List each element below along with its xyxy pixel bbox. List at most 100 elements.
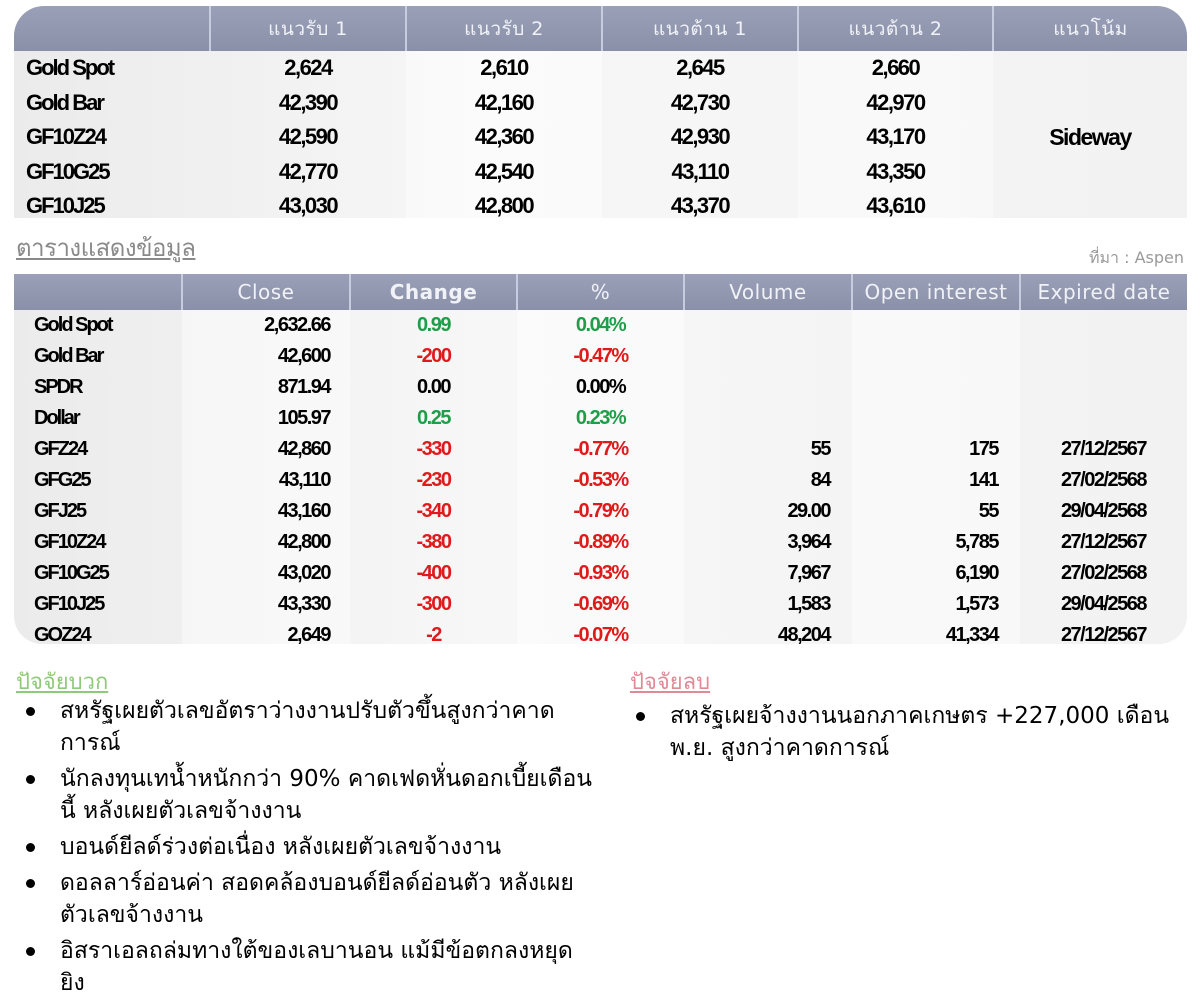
bullet-icon: [26, 775, 35, 784]
expired-date-value: [1020, 310, 1187, 341]
close-value: 2,649: [182, 620, 350, 644]
data-header-row: Close Change % Volume Open interest Expi…: [14, 274, 1187, 310]
close-value: 43,160: [182, 496, 350, 527]
pivot-header-row: แนวรับ 1 แนวรับ 2 แนวต้าน 1 แนวต้าน 2 แน…: [14, 6, 1187, 51]
positive-factor-item: อิสราเอลถล่มทางใต้ของเลบานอน แม้มีข้อตกล…: [22, 935, 592, 999]
positive-factor-item: ดอลลาร์อ่อนค่า สอดคล้องบอนด์ยีลด์อ่อนตัว…: [22, 867, 592, 931]
volume-value: 84: [810, 469, 832, 491]
resistance2-value: 42,970: [798, 85, 993, 120]
instrument-name: GF10G25: [34, 562, 110, 584]
bullet-icon: [26, 879, 35, 888]
instrument-name: GFG25: [34, 469, 92, 491]
instrument-name: GOZ24: [34, 624, 92, 644]
positive-factor-item-text: นักลงทุนเทน้ำหนักกว่า 90% คาดเฟดหั่นดอกเ…: [60, 766, 592, 824]
positive-factors-title: ปัจจัยบวก: [16, 670, 109, 695]
bullet-icon: [636, 712, 645, 721]
percent-change-value: -0.77%: [517, 434, 684, 465]
expired-date-value: [1020, 341, 1187, 372]
resistance1-value: 43,110: [671, 158, 730, 184]
open-interest-value: 141: [852, 465, 1020, 496]
percent-change-value: -0.89%: [517, 527, 684, 558]
bullet-icon: [26, 843, 35, 852]
percent-change-value: -0.79%: [517, 496, 684, 527]
positive-factor-item: สหรัฐเผยตัวเลขอัตราว่างงานปรับตัวขึ้นสูง…: [22, 695, 592, 759]
close-value: 2,632.66: [182, 310, 350, 341]
instrument-name: Gold Bar: [26, 89, 105, 115]
change-value: -380: [416, 531, 452, 553]
data-header-volume: Volume: [683, 274, 852, 310]
instrument-name: GF10Z24: [34, 531, 106, 553]
data-row: GFZ24 42,860 -330 -0.77% 55 175 27/12/2567: [14, 434, 1187, 465]
pivot-header-blank: [14, 6, 210, 51]
support2-value: 42,800: [406, 189, 602, 218]
percent-change-value: -0.47%: [517, 341, 684, 372]
resistance1-value: 2,645: [676, 55, 725, 81]
negative-factor-item: สหรัฐเผยจ้างงานนอกภาคเกษตร +227,000 เดือ…: [632, 700, 1192, 764]
expired-date-value: 27/12/2567: [1060, 438, 1148, 460]
percent-change-value: -0.69%: [517, 589, 684, 620]
percent-change-value: -0.53%: [517, 465, 684, 496]
expired-date-value: 27/02/2568: [1060, 469, 1148, 491]
pivot-header-support2: แนวรับ 2: [405, 6, 602, 51]
data-header-open-interest: Open interest: [851, 274, 1020, 310]
pivot-header-resistance1: แนวต้าน 1: [601, 6, 798, 51]
data-row: GF10J25 43,330 -300 -0.69% 1,583 1,573 29/04/2…: [14, 589, 1187, 620]
data-row: GFG25 43,110 -230 -0.53% 84 141 27/02/2568: [14, 465, 1187, 496]
instrument-name: Gold Bar: [34, 345, 104, 367]
instrument-name: GF10J25: [26, 193, 106, 218]
close-value: 105.97: [182, 403, 350, 434]
data-row: SPDR 871.94 0.00 0.00%: [14, 372, 1187, 403]
open-interest-value: 175: [852, 434, 1020, 465]
pivot-row: Gold Spot 2,624 2,610 2,645 2,660 Sideway: [14, 51, 1187, 150]
open-interest-value: 55: [852, 496, 1020, 527]
expired-date-value: 29/04/2568: [1060, 593, 1148, 615]
positive-factor-item-text: สหรัฐเผยตัวเลขอัตราว่างงานปรับตัวขึ้นสูง…: [60, 698, 555, 756]
change-value: 0.00: [417, 376, 451, 398]
support1-value: 42,770: [278, 158, 339, 184]
expired-date-value: [1020, 372, 1187, 403]
data-row: GFJ25 43,160 -340 -0.79% 29.00 55 29/04/2568: [14, 496, 1187, 527]
change-value: -400: [416, 562, 452, 584]
close-value: 42,600: [182, 341, 350, 372]
open-interest-value: [852, 372, 1020, 403]
bullet-icon: [26, 707, 35, 716]
resistance2-value: 43,350: [798, 154, 993, 189]
bullet-icon: [26, 947, 35, 956]
volume-value: 7,967: [787, 562, 831, 584]
resistance2-value: 43,610: [798, 189, 993, 218]
market-data-table: Close Change % Volume Open interest Expi…: [14, 274, 1187, 644]
instrument-name: GF10J25: [34, 593, 105, 615]
support2-value: 42,160: [406, 85, 602, 120]
support1-value: 43,030: [278, 193, 339, 218]
instrument-name: Gold Spot: [26, 55, 115, 81]
pivot-header-support1: แนวรับ 1: [209, 6, 406, 51]
open-interest-value: [852, 341, 1020, 372]
pivot-row: GF10J25 43,030 42,800 43,370 43,610: [14, 189, 1187, 218]
close-value: 42,860: [182, 434, 350, 465]
resistance1-value: 43,370: [670, 193, 731, 218]
percent-change-value: -0.93%: [517, 558, 684, 589]
pivot-row: GF10Z24 42,590 42,360 42,930 43,170: [14, 120, 1187, 155]
expired-date-value: 27/12/2567: [1060, 531, 1148, 553]
open-interest-value: 6,190: [852, 558, 1020, 589]
data-row: GOZ24 2,649 -2 -0.07% 48,204 41,334 27/12/2567: [14, 620, 1187, 644]
data-header-change: Change: [349, 274, 517, 310]
support1-value: 42,390: [278, 89, 339, 115]
close-value: 43,110: [182, 465, 350, 496]
open-interest-value: 1,573: [852, 589, 1020, 620]
open-interest-value: [852, 310, 1020, 341]
data-header-blank: [14, 274, 182, 310]
percent-change-value: 0.00%: [517, 372, 684, 403]
expired-date-value: 27/02/2568: [1060, 562, 1148, 584]
pivot-row: Gold Bar 42,390 42,160 42,730 42,970: [14, 85, 1187, 120]
data-row: Gold Spot 2,632.66 0.99 0.04%: [14, 310, 1187, 341]
volume-value: 29.00: [787, 500, 831, 522]
data-row: GF10G25 43,020 -400 -0.93% 7,967 6,190 27/02/2…: [14, 558, 1187, 589]
data-header-expired-date: Expired date: [1019, 274, 1187, 310]
volume-value: [684, 372, 852, 403]
data-header-percent: %: [516, 274, 684, 310]
change-value: -340: [416, 500, 452, 522]
positive-factor-item: นักลงทุนเทน้ำหนักกว่า 90% คาดเฟดหั่นดอกเ…: [22, 763, 592, 827]
negative-factor-item-text: สหรัฐเผยจ้างงานนอกภาคเกษตร +227,000 เดือ…: [670, 703, 1170, 761]
resistance1-value: 42,930: [670, 124, 731, 150]
